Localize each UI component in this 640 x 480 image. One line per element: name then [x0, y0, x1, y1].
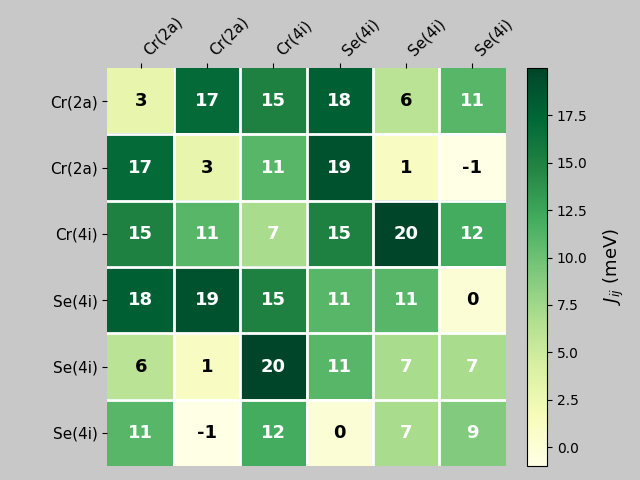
Text: 11: 11 [327, 291, 352, 309]
Text: 17: 17 [195, 92, 220, 110]
Text: 11: 11 [261, 158, 286, 177]
Text: 7: 7 [267, 225, 280, 243]
Text: 0: 0 [333, 424, 346, 442]
Text: 15: 15 [261, 92, 286, 110]
Y-axis label: $J_{ij}$ (meV): $J_{ij}$ (meV) [602, 228, 626, 305]
Text: 12: 12 [460, 225, 485, 243]
Text: 11: 11 [195, 225, 220, 243]
Text: 19: 19 [327, 158, 352, 177]
Text: -1: -1 [463, 158, 483, 177]
Text: 15: 15 [261, 291, 286, 309]
Text: 1: 1 [400, 158, 412, 177]
Text: 11: 11 [394, 291, 419, 309]
Text: 20: 20 [261, 358, 286, 375]
Text: 11: 11 [327, 358, 352, 375]
Text: 7: 7 [400, 358, 412, 375]
Text: 15: 15 [128, 225, 153, 243]
Text: 7: 7 [400, 424, 412, 442]
Text: 0: 0 [466, 291, 479, 309]
Text: 3: 3 [201, 158, 213, 177]
Text: 7: 7 [466, 358, 479, 375]
Text: 19: 19 [195, 291, 220, 309]
Text: 15: 15 [327, 225, 352, 243]
Text: 12: 12 [261, 424, 286, 442]
Text: 6: 6 [400, 92, 412, 110]
Text: -1: -1 [197, 424, 217, 442]
Text: 9: 9 [466, 424, 479, 442]
Text: 3: 3 [134, 92, 147, 110]
Text: 17: 17 [128, 158, 153, 177]
Text: 1: 1 [201, 358, 213, 375]
Text: 11: 11 [128, 424, 153, 442]
Text: 18: 18 [327, 92, 352, 110]
Text: 11: 11 [460, 92, 485, 110]
Text: 20: 20 [394, 225, 419, 243]
Text: 6: 6 [134, 358, 147, 375]
Text: 18: 18 [128, 291, 153, 309]
